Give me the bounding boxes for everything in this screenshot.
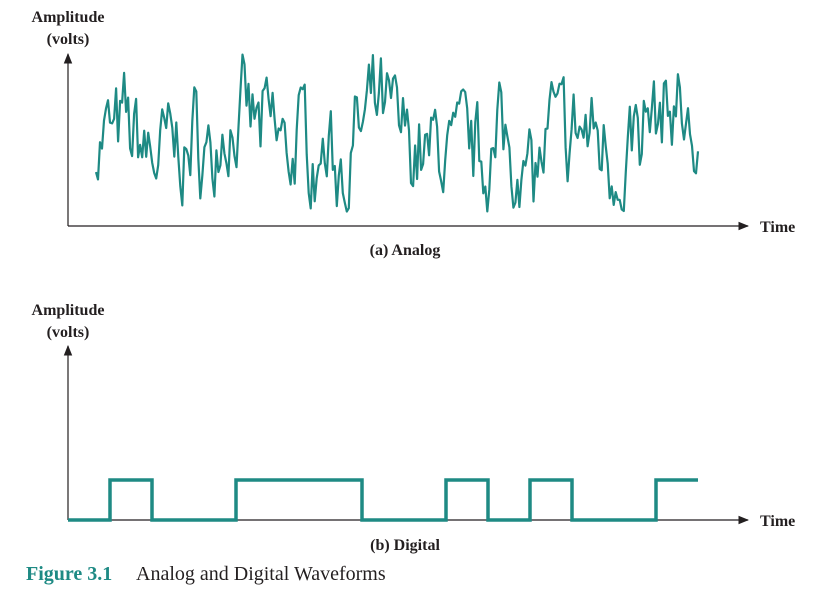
figure-title: Analog and Digital Waveforms: [136, 563, 386, 585]
analog-subcaption: (a) Analog: [370, 242, 441, 259]
digital-subcaption: (b) Digital: [370, 537, 440, 554]
digital-y-label-line2: (volts): [47, 324, 90, 341]
analog-y-label-line1: Amplitude: [32, 9, 105, 26]
analog-x-label: Time: [760, 219, 795, 236]
digital-x-label: Time: [760, 513, 795, 530]
digital-y-label-line1: Amplitude: [32, 302, 105, 319]
digital-waveform: [68, 478, 698, 522]
figure-number: Figure 3.1: [26, 563, 112, 585]
digital-panel: Amplitude (volts) Time (b) Digital: [32, 302, 796, 554]
figure-caption: Figure 3.1 Analog and Digital Waveforms: [26, 563, 386, 585]
analog-y-label-line2: (volts): [47, 31, 90, 48]
analog-waveform: [94, 53, 700, 213]
analog-panel: Amplitude (volts) Time (a) Analog: [32, 9, 796, 259]
